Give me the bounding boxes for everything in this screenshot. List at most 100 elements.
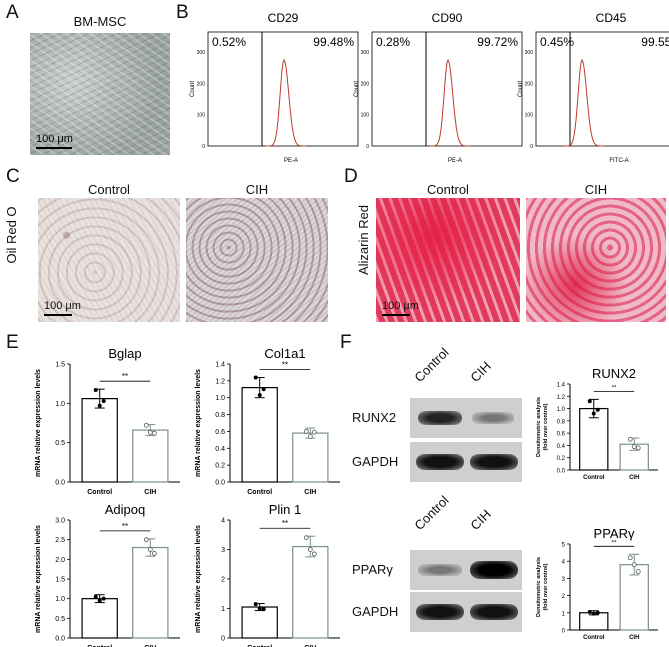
chart-ylabel-b-5: (fold over control): [543, 563, 549, 610]
chart-ylabel-2: mRNA relative expression levels: [35, 525, 42, 633]
bar-charts: Bglap 0.0 0.5 1.0 1.5 mRNA relative expressio…: [35, 346, 658, 647]
bar-4-0: [579, 407, 609, 471]
point-0-0-0: [93, 387, 98, 392]
flow-ytick-2-0: 300: [525, 50, 534, 56]
point-3-0-2: [261, 607, 266, 612]
panel-c-scale-bar: [44, 314, 72, 316]
bar-1-0: [241, 386, 278, 483]
runx2-blot: [410, 398, 522, 438]
gapdh-blot-2: [410, 592, 522, 632]
chart-title-4: RUNX2: [592, 366, 636, 381]
chart-title-0: Bglap: [108, 346, 141, 361]
chart-ytick-label-2-0: 0.0: [55, 636, 65, 643]
panel-label-e: E: [6, 332, 19, 353]
point-0-1-0: [143, 422, 149, 428]
chart-title-1: Col1a1: [264, 346, 305, 361]
sig-mark-2: **: [122, 522, 128, 531]
panel-label-d: D: [344, 166, 358, 187]
flow-frame-0: [207, 31, 359, 147]
chart-ytick-label-4-2: 0.4: [557, 444, 566, 450]
flow-right-pct-0: 99.48%: [313, 35, 354, 49]
gapdh-label-2: GAPDH: [352, 604, 399, 619]
point-2-1-0: [143, 537, 149, 543]
bar-2-0: [81, 598, 118, 639]
chart-ylabel-a-5: Densitometric analysis: [536, 557, 542, 617]
chart-ytick-label-1-0: 0.0: [215, 480, 225, 487]
flow-right-pct-1: 99.72%: [477, 35, 518, 49]
chart-ytick-label-4-1: 0.2: [557, 456, 566, 462]
xtick-2-1: CIH: [144, 645, 156, 647]
lane-cih-1: CIH: [467, 358, 494, 385]
xtick-4-0: Control: [583, 475, 605, 481]
point-3-0-0: [253, 602, 258, 607]
flow-right-pct-2: 99.55%: [641, 35, 669, 49]
flow-xlabel-1: PE-A: [448, 158, 462, 164]
sig-mark-4: **: [612, 385, 617, 391]
xtick-5-1: CIH: [629, 635, 639, 641]
point-1-0-0: [253, 375, 258, 380]
point-5-0-2: [595, 610, 600, 615]
sig-mark-5: **: [612, 540, 617, 546]
flow-title-0: CD29: [268, 11, 299, 25]
panel-d-col2: CIH: [584, 182, 608, 197]
flow-ytick-1-0: 300: [361, 50, 370, 56]
flow-ytick-2-2: 100: [525, 113, 534, 119]
chart-ytick-label-5-0: 0: [562, 629, 566, 635]
xtick-5-0: Control: [583, 635, 605, 641]
xtick-4-1: CIH: [629, 475, 639, 481]
chart-ytick-label-4-7: 1.4: [557, 383, 566, 389]
flow-ytick-2-1: 200: [525, 81, 534, 87]
point-3-1-0: [303, 535, 309, 541]
flow-histogram-0: [265, 58, 307, 147]
xtick-3-0: Control: [247, 645, 272, 647]
chart-ytick-label-2-6: 3.0: [55, 518, 65, 525]
xtick-1-0: Control: [247, 489, 272, 496]
flow-left-pct-0: 0.52%: [212, 35, 246, 49]
panel-c-col1: Control: [88, 182, 130, 197]
panel-label-b: B: [176, 2, 189, 23]
point-5-1-0: [627, 555, 633, 561]
bar-0-1: [132, 429, 169, 483]
bar-3-1: [292, 545, 329, 639]
panel-d-ylabel: Alizarin Red: [356, 204, 371, 276]
sig-mark-1: **: [282, 360, 288, 369]
runx2-label: RUNX2: [352, 410, 397, 425]
blot-lane-labels-1: Control CIH: [411, 345, 530, 390]
chart-ylabel-3: mRNA relative expression levels: [195, 525, 202, 633]
chart-ytick-label-1-7: 1.4: [215, 362, 225, 369]
xtick-3-1: CIH: [304, 645, 316, 647]
flow-ytick-0-2: 100: [197, 113, 206, 119]
xtick-2-0: Control: [87, 645, 112, 647]
chart-ytick-label-1-1: 0.2: [215, 463, 225, 470]
point-3-1-2: [311, 551, 317, 557]
chart-ytick-label-5-5: 5: [562, 543, 566, 549]
chart-ytick-label-2-4: 2.0: [55, 557, 65, 564]
bar-1-1: [292, 432, 329, 483]
point-2-0-1: [97, 598, 102, 603]
flow-ytick-0-0: 300: [197, 50, 206, 56]
flow-xlabel-2: FITC-A: [609, 158, 628, 164]
point-0-1-1: [147, 430, 153, 435]
oil-red-control-image: 100 μm: [38, 198, 180, 322]
panel-a-scale-label: 100 μm: [36, 133, 73, 145]
chart-title-5: PPARγ: [594, 526, 635, 541]
chart-ytick-label-5-4: 4: [562, 560, 566, 566]
point-5-1-1: [631, 562, 637, 568]
lane-cih-2: CIH: [467, 506, 494, 533]
flow-ytick-1-1: 200: [361, 81, 370, 87]
panel-d-col1: Control: [427, 182, 469, 197]
chart-ytick-label-5-2: 2: [562, 594, 566, 600]
flow-histogram-1: [429, 58, 471, 147]
chart-title-2: Adipoq: [105, 502, 145, 517]
point-0-1-2: [151, 430, 157, 436]
chart-ytick-label-4-4: 0.8: [557, 419, 566, 425]
panel-b-flow-plots: CD29 0.52% 99.48% 300 200 100 0 Count PE-A CD90 0.…: [190, 11, 669, 164]
point-1-0-2: [261, 387, 266, 392]
flow-xlabel-0: PE-A: [284, 158, 298, 164]
chart-ytick-label-3-3: 3: [221, 547, 225, 554]
chart-ytick-label-4-5: 1.0: [557, 407, 566, 413]
chart-ylabel-0: mRNA relative expression levels: [35, 369, 42, 477]
chart-ytick-label-3-0: 0: [221, 636, 225, 643]
point-2-1-1: [147, 547, 153, 552]
bar-2-1: [132, 546, 169, 639]
